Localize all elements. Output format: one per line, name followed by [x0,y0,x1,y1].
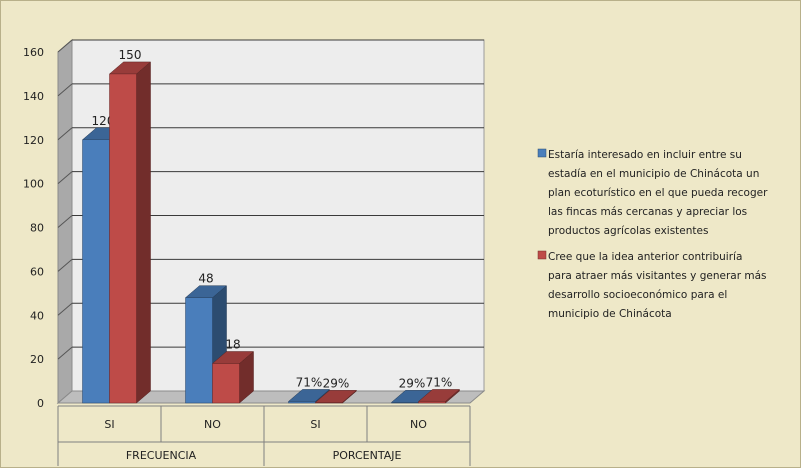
category-label: NO [410,418,427,431]
y-tick-label: 60 [30,265,44,278]
bar-front [315,402,343,404]
data-label: 18 [225,338,240,352]
bar-front [418,401,446,404]
y-tick-label: 40 [30,309,44,322]
legend-swatch [537,250,547,260]
gridline-side [57,171,73,185]
category-label: SI [104,418,114,431]
legend: Estaría interesado en incluir entre su es… [537,148,768,320]
data-label: 120 [92,114,115,128]
bar-2-2 [211,350,255,404]
y-tick-label: 120 [23,134,44,147]
gridline-side [57,346,73,360]
bar-side [136,61,151,404]
category-label: SI [310,418,320,431]
gridline-side [57,302,73,316]
gridline-side [57,127,73,141]
group-label: FRECUENCIA [126,449,197,462]
bar-front [288,401,316,404]
data-label: 150 [119,48,142,62]
gridline-side [57,258,73,272]
gridline-side [57,83,73,97]
legend-entry-2: Cree que la idea anterior contribuiría pa… [537,250,767,320]
y-tick-label: 0 [37,397,44,410]
legend-swatch [537,148,547,158]
category-axis: SI NO SI NO FRECUENCIA PORCENTAJE [57,405,471,466]
y-tick-label: 140 [23,90,44,103]
category-label: NO [204,418,221,431]
group-label: PORCENTAJE [333,449,402,462]
legend-label: Estaría interesado en incluir entre su es… [548,149,768,237]
bar-front [185,297,213,404]
bar-front [82,139,110,404]
bar-2-3 [314,389,358,404]
y-tick-label: 80 [30,222,44,235]
gridline-side [57,39,73,53]
bar-front [109,73,137,404]
gridline-side [57,215,73,228]
legend-label: Cree que la idea anterior contribuiría pa… [548,251,767,320]
legend-entry-1: Estaría interesado en incluir entre su es… [537,148,768,237]
y-tick-label: 20 [30,353,44,366]
y-tick-label: 100 [23,178,44,191]
y-tick-label: 160 [23,46,44,59]
bar-front [391,402,419,404]
data-label: 29% [323,376,350,390]
bar-front [212,363,240,404]
bar-2-4 [417,388,461,404]
data-label: 71% [296,375,323,389]
bar-2-1 [108,61,152,404]
data-label: 71% [426,375,453,389]
data-label: 48 [198,272,213,286]
data-label: 29% [399,376,426,390]
